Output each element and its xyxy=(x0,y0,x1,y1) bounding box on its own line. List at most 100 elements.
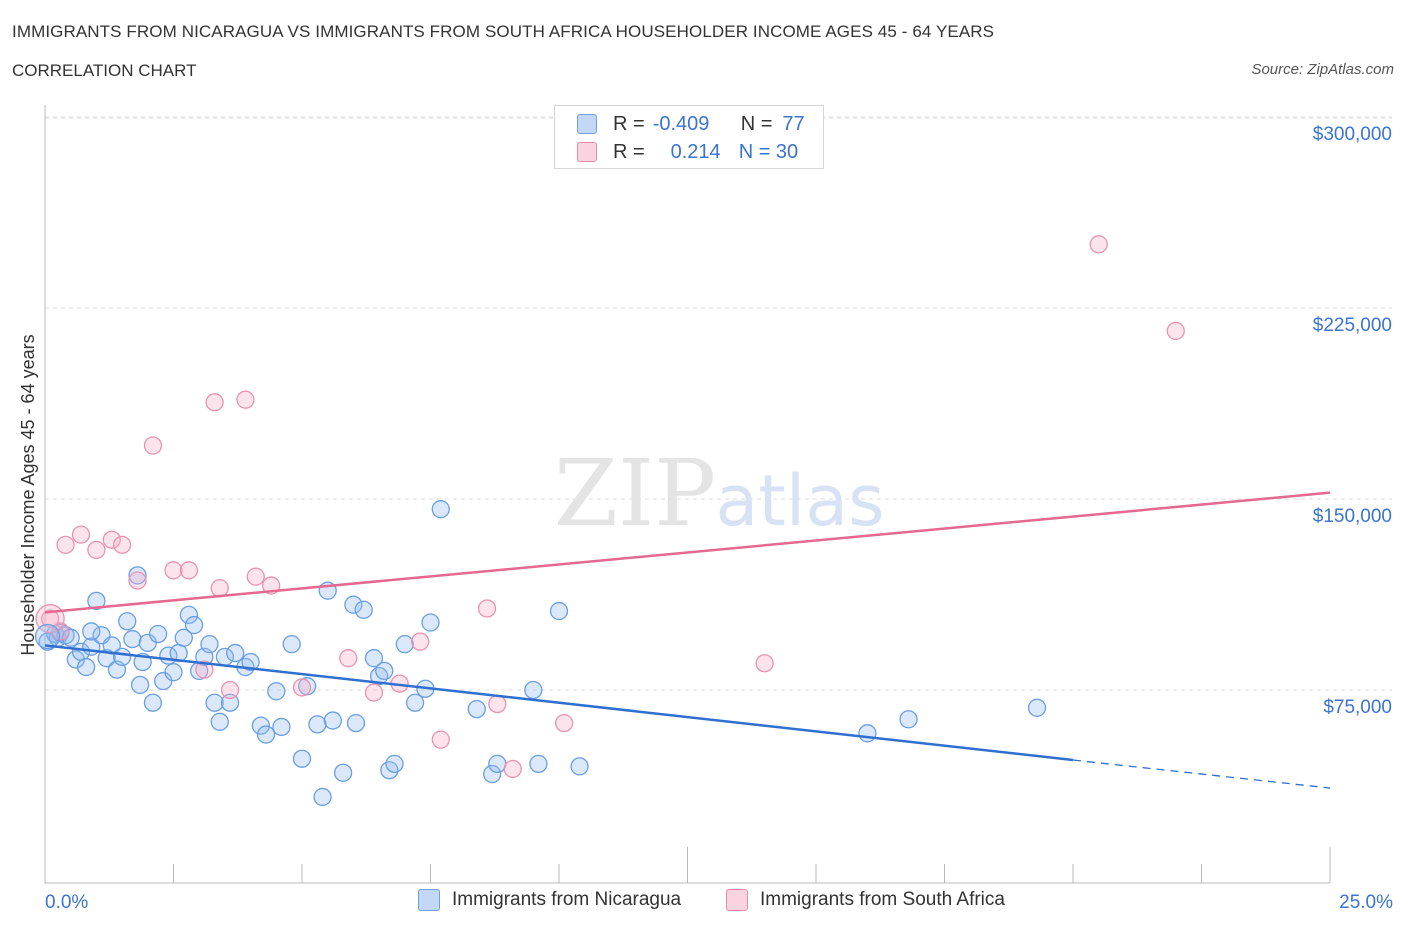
nicaragua-point xyxy=(87,591,106,611)
nicaragua-point xyxy=(179,605,199,625)
nicaragua-point xyxy=(570,757,589,776)
source-note: Source: ZipAtlas.com xyxy=(1251,61,1394,78)
south-africa-point xyxy=(503,759,522,779)
south-africa-point xyxy=(210,578,229,598)
series-legend-nicaragua: Immigrants from Nicaragua xyxy=(418,889,681,911)
nicaragua-point xyxy=(61,628,80,647)
south-africa-point xyxy=(51,622,70,641)
y-axis-label: Householder Income Ages 45 - 64 years xyxy=(18,334,38,655)
legend-swatch-nicaragua xyxy=(577,114,597,134)
nicaragua-point xyxy=(431,500,450,519)
nicaragua-point xyxy=(346,713,366,733)
legend-r-value: 0.214 xyxy=(670,140,721,163)
nicaragua-point xyxy=(251,716,271,735)
nicaragua-point xyxy=(272,717,291,737)
series-label-south-africa: Immigrants from South Africa xyxy=(760,889,1005,910)
south-africa-point xyxy=(220,680,240,700)
nicaragua-point xyxy=(226,643,245,663)
legend-n-label: N = xyxy=(740,112,773,135)
legend-swatch-south-africa xyxy=(577,142,597,162)
axis-labels: Householder Income Ages 45 - 64 years $7… xyxy=(18,124,1393,913)
nicaragua-point xyxy=(529,754,548,774)
series-legend-south-africa: Immigrants from South Africa xyxy=(726,889,1005,911)
legend-r-label: R = xyxy=(613,112,645,135)
series-swatch-nicaragua xyxy=(418,889,440,911)
south-africa-point xyxy=(195,660,214,679)
nicaragua-point xyxy=(385,754,404,774)
nicaragua-point xyxy=(549,601,569,621)
legend-n-label: N = 30 xyxy=(738,140,799,163)
axes xyxy=(44,105,1331,884)
series-legend: Immigrants from Nicaragua Immigrants fro… xyxy=(0,889,1406,915)
nicaragua-point xyxy=(467,699,486,719)
nicaragua-point xyxy=(524,680,543,700)
nicaragua-point xyxy=(354,600,373,619)
nicaragua-point xyxy=(128,566,147,585)
y-tick-label: $75,000 xyxy=(1323,697,1392,718)
nicaragua-point xyxy=(323,711,342,730)
south-africa-point xyxy=(364,683,384,702)
nicaragua-point xyxy=(241,652,260,672)
south-africa-point xyxy=(87,540,106,560)
south-africa-point xyxy=(246,567,265,586)
nicaragua-point xyxy=(267,682,286,701)
nicaragua-point xyxy=(220,693,240,712)
nicaragua-point xyxy=(364,649,384,668)
south-africa-point xyxy=(477,599,497,618)
nicaragua-point xyxy=(1027,698,1047,717)
legend-row-nicaragua: R = -0.409 N = 77 xyxy=(577,110,805,138)
nicaragua-point xyxy=(143,693,163,712)
chart-title: IMMIGRANTS FROM NICARAGUA VS IMMIGRANTS … xyxy=(12,22,995,41)
nicaragua-point xyxy=(184,615,204,635)
nicaragua-point xyxy=(118,612,137,631)
south-africa-point xyxy=(755,654,774,673)
nicaragua-point xyxy=(256,725,276,744)
x-tick-label: 0.0% xyxy=(45,892,88,913)
south-africa-point xyxy=(236,390,255,409)
nicaragua-point xyxy=(200,635,219,654)
south-africa-point xyxy=(56,535,75,554)
south-africa-point xyxy=(339,649,358,668)
nicaragua-point xyxy=(292,749,312,768)
nicaragua-point xyxy=(164,663,183,682)
y-tick-label: $225,000 xyxy=(1313,315,1392,336)
nicaragua-point xyxy=(488,754,507,774)
watermark-zip: ZIP xyxy=(554,440,716,547)
legend-row-south-africa: R = 0.214 N = 30 xyxy=(577,138,798,166)
nicaragua-point xyxy=(421,613,440,632)
legend-r-label: R = xyxy=(613,140,645,163)
watermark: ZIP atlas xyxy=(554,440,885,547)
nicaragua-point xyxy=(899,710,918,729)
south-africa-point xyxy=(102,530,121,549)
nicaragua-point xyxy=(82,622,101,641)
series-label-nicaragua: Immigrants from Nicaragua xyxy=(452,889,682,910)
south-africa-point xyxy=(292,678,312,697)
y-tick-label: $300,000 xyxy=(1313,124,1392,145)
stats-legend: R = -0.409 N = 77 R = 0.214 N = 30 xyxy=(554,105,824,169)
nicaragua-point xyxy=(375,661,394,681)
nicaragua-point xyxy=(483,764,502,784)
nicaragua-point xyxy=(405,693,425,712)
south-africa-point xyxy=(488,694,507,714)
nicaragua-point xyxy=(148,624,168,644)
south-africa-point xyxy=(40,609,60,628)
nicaragua-point xyxy=(174,628,193,647)
nicaragua-trend-extension xyxy=(1072,759,1331,789)
south-africa-point xyxy=(554,713,574,733)
nicaragua-point xyxy=(210,712,229,731)
legend-n-text: N = 30 xyxy=(739,141,798,164)
nicaragua-point xyxy=(34,623,61,650)
y-tick-label: $150,000 xyxy=(1313,506,1392,527)
south-africa-trend-line xyxy=(44,491,1331,614)
nicaragua-point xyxy=(308,715,327,734)
nicaragua-point xyxy=(858,724,877,743)
nicaragua-point xyxy=(76,657,96,677)
south-africa-point xyxy=(112,535,132,554)
nicaragua-point xyxy=(313,787,332,807)
south-africa-point xyxy=(431,730,450,749)
south-africa-point xyxy=(164,561,183,580)
south-africa-point xyxy=(128,571,147,590)
south-africa-point xyxy=(71,525,91,544)
nicaragua-point xyxy=(130,675,150,695)
x-tick-label: 25.0% xyxy=(1339,892,1393,913)
